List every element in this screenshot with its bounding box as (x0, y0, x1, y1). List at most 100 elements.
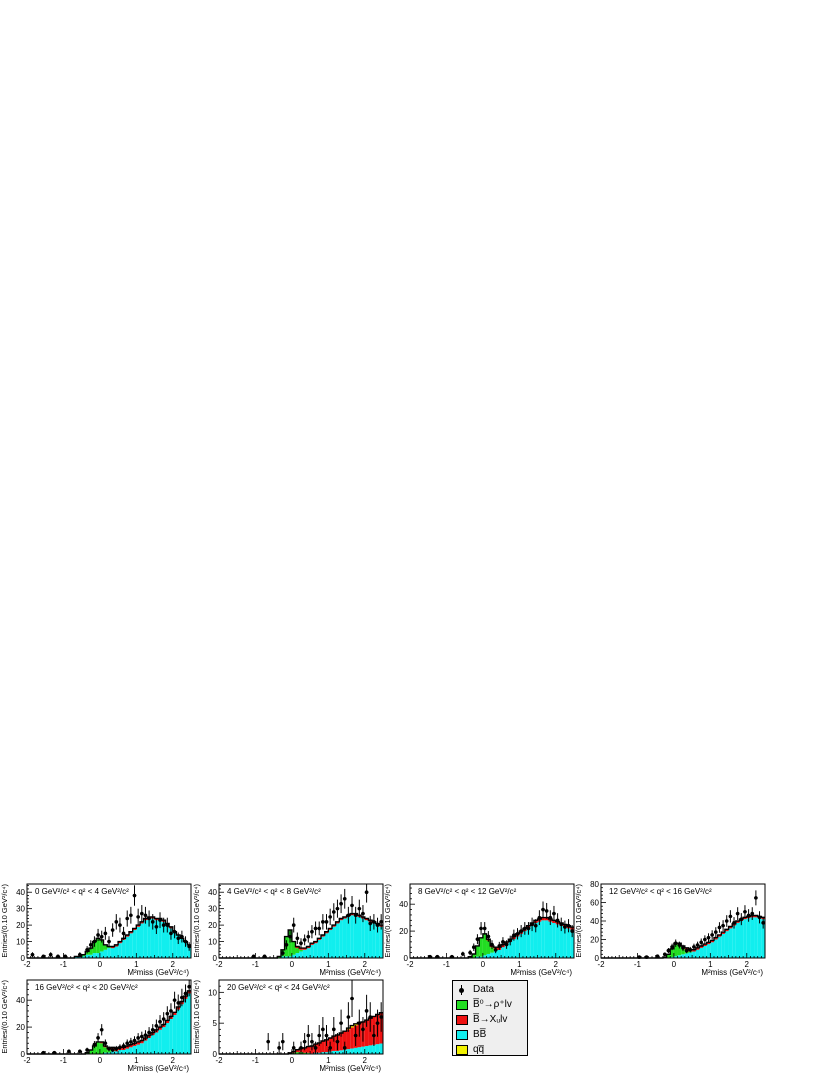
bar-xu (139, 921, 144, 924)
data-point (154, 924, 159, 929)
y-tick-label: 0 (595, 954, 600, 963)
x-tick-label: 0 (98, 960, 103, 969)
y-axis-label: Entries/(0.10 GeV²/c⁴) (0, 884, 9, 958)
x-tick-label: 1 (708, 960, 713, 969)
data-point (317, 926, 322, 931)
bar-bb (121, 1049, 126, 1054)
bar-rho (670, 948, 674, 958)
bar-bb (739, 921, 744, 958)
bar-bb (284, 956, 289, 958)
bar-bb (475, 956, 480, 958)
x-tick-label: 1 (326, 960, 331, 969)
bar-bb (732, 925, 736, 958)
bar-bb (187, 944, 191, 958)
bar-bb (552, 923, 556, 958)
bar-bb (350, 1048, 354, 1054)
x-tick-label: 2 (363, 1056, 368, 1065)
bar-rho (96, 1041, 100, 1054)
bar-bb (280, 956, 285, 958)
bar-bb (372, 923, 376, 958)
bar-bb (357, 916, 362, 958)
x-tick-label: 1 (134, 1056, 139, 1065)
data-point (107, 939, 111, 944)
data-point (321, 1027, 325, 1032)
data-point (310, 1039, 314, 1044)
bar-xu (692, 949, 696, 952)
data-point (125, 1041, 130, 1046)
bar-bb (107, 948, 111, 958)
bar-rho (81, 954, 86, 957)
bar-xu (710, 940, 714, 943)
bar-xu (364, 918, 369, 921)
bar-rho (88, 1049, 93, 1054)
bar-bb (375, 1044, 380, 1054)
bar-xu (541, 917, 545, 921)
bar-bb (721, 933, 725, 958)
bar-xu (125, 1045, 130, 1049)
panel-title: 16 GeV²/c² < q² < 20 GeV²/c² (35, 983, 138, 992)
data-point (364, 890, 369, 895)
data-point (114, 1046, 119, 1051)
bar-bb (139, 1043, 144, 1054)
x-tick-label: -1 (634, 960, 642, 969)
data-point (710, 933, 714, 937)
bar-bb (99, 951, 104, 958)
bar-rho (103, 944, 108, 950)
bar-bb (125, 936, 130, 958)
bar-bb (555, 924, 560, 958)
data-point (280, 1039, 285, 1044)
y-tick-label: 0 (21, 954, 26, 963)
bar-bb (372, 1044, 376, 1054)
legend-label-xu: B̅→Xᵤlv (473, 1014, 508, 1025)
data-point (728, 914, 733, 919)
data-point (118, 1045, 122, 1050)
x-tick-label: -1 (443, 960, 451, 969)
panel-title: 0 GeV²/c² < q² < 4 GeV²/c² (35, 887, 129, 896)
data-point (30, 952, 35, 957)
data-point (706, 935, 711, 940)
bar-xu (110, 946, 115, 949)
legend-label-bb: BB̅ (473, 1029, 487, 1040)
data-point (468, 950, 472, 955)
data-point (114, 920, 119, 924)
plot-frame (26, 979, 192, 1055)
x-tick-label: -1 (60, 1056, 68, 1065)
data-point (361, 1027, 365, 1032)
x-axis-label: M²miss (GeV²/c⁴) (319, 1064, 381, 1073)
bar-xu (310, 943, 314, 945)
data-point (324, 920, 329, 924)
data-point (662, 952, 667, 957)
data-point (48, 952, 53, 957)
data-point (364, 1009, 369, 1013)
data-point (666, 948, 671, 953)
data-point (132, 893, 137, 898)
legend-swatch-xu (456, 1014, 468, 1025)
bar-bb (559, 925, 564, 958)
bar-bb (364, 1045, 369, 1054)
bar-rho (295, 948, 300, 954)
bar-bb (713, 939, 718, 958)
bar-bb (121, 939, 126, 958)
bar-xu (321, 1041, 325, 1053)
bar-bb (110, 948, 115, 958)
bar-rho (103, 1047, 108, 1053)
y-axis-label: Entries/(0.10 GeV²/c⁴) (192, 980, 201, 1054)
bar-bb (353, 1047, 358, 1054)
x-axis-label: M²miss (GeV²/c⁴) (127, 1064, 189, 1073)
data-point (339, 901, 343, 906)
data-point (158, 1019, 162, 1024)
bar-bb (143, 920, 148, 958)
x-tick-label: -1 (252, 1056, 260, 1065)
data-point (161, 923, 166, 927)
bar-xu (114, 944, 119, 947)
bar-bb (515, 936, 520, 958)
y-tick-label: 0 (21, 1050, 26, 1059)
bar-xu (331, 1036, 336, 1051)
data-point (342, 1046, 347, 1050)
bar-qq (350, 1025, 354, 1028)
bar-xu (172, 1012, 177, 1015)
data-point (714, 930, 718, 934)
data-point (92, 939, 97, 944)
bar-xu (335, 921, 340, 924)
